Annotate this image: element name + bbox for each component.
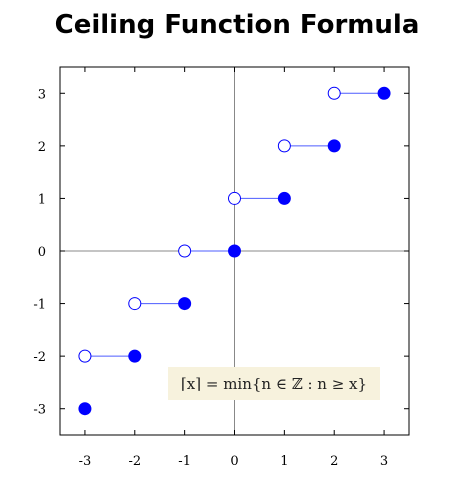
- closed-point: [327, 139, 341, 153]
- closed-point: [228, 244, 241, 258]
- open-point: [228, 191, 241, 205]
- chart-title: Ceiling Function Formula: [54, 10, 420, 40]
- y-tick-label: 1: [38, 192, 46, 207]
- closed-point: [78, 402, 92, 416]
- y-tick-label: -3: [33, 403, 46, 418]
- ticks: [60, 67, 409, 435]
- x-tick-label: -3: [79, 454, 92, 469]
- open-point: [277, 139, 291, 153]
- x-tick-label: 0: [230, 454, 238, 469]
- y-tick-label: 3: [38, 87, 46, 102]
- y-tick-label: 0: [38, 245, 46, 260]
- formula-annotation: ⌈x⌉ = min{n ∈ ℤ : n ≥ x}: [168, 367, 380, 400]
- open-points: [78, 86, 341, 363]
- step-segments: [84, 92, 385, 357]
- y-tick-label: -1: [33, 298, 46, 313]
- x-tick-label: 1: [280, 454, 288, 469]
- open-point: [128, 297, 142, 311]
- x-tick-label: -2: [128, 454, 141, 469]
- closed-point: [178, 297, 192, 311]
- closed-points: [78, 86, 391, 416]
- tick-labels: -3 -2 -1 0 1 2 3 -3 -2 -1 0 1 2 3: [33, 87, 388, 469]
- open-point: [178, 244, 192, 258]
- formula-text: ⌈x⌉ = min{n ∈ ℤ : n ≥ x}: [180, 374, 368, 393]
- x-tick-label: 3: [380, 454, 388, 469]
- closed-point: [377, 86, 391, 100]
- open-point: [327, 86, 341, 100]
- open-point: [78, 349, 92, 363]
- y-tick-label: 2: [38, 140, 46, 155]
- closed-point: [277, 191, 291, 205]
- x-tick-label: 2: [330, 454, 338, 469]
- closed-point: [128, 349, 142, 363]
- y-tick-label: -2: [33, 350, 46, 365]
- x-tick-label: -1: [178, 454, 191, 469]
